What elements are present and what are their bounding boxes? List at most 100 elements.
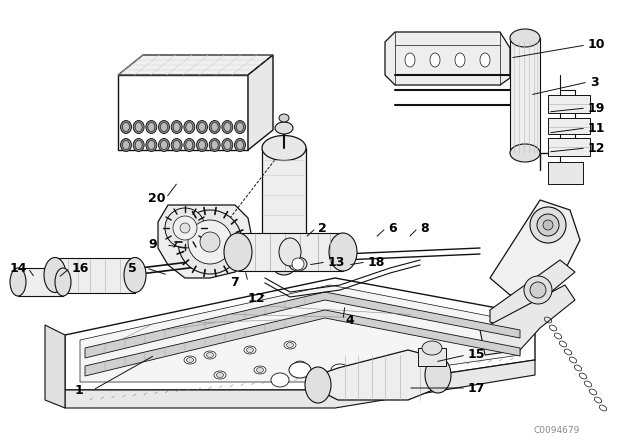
Ellipse shape (211, 122, 218, 132)
Circle shape (543, 220, 553, 230)
Text: 7: 7 (230, 276, 239, 289)
Ellipse shape (135, 141, 142, 150)
Ellipse shape (133, 121, 144, 134)
Ellipse shape (198, 122, 205, 132)
Ellipse shape (224, 122, 231, 132)
Ellipse shape (120, 138, 131, 151)
Ellipse shape (329, 233, 357, 271)
Ellipse shape (184, 138, 195, 151)
Circle shape (530, 282, 546, 298)
Ellipse shape (159, 121, 170, 134)
Text: 13: 13 (328, 255, 346, 268)
Circle shape (524, 276, 552, 304)
Ellipse shape (262, 233, 306, 258)
Ellipse shape (204, 351, 216, 359)
Bar (510, 38, 540, 153)
Bar (238, 233, 343, 271)
Ellipse shape (425, 357, 451, 393)
Ellipse shape (133, 138, 144, 151)
Ellipse shape (405, 53, 415, 67)
Ellipse shape (198, 141, 205, 150)
Text: 12: 12 (248, 292, 266, 305)
Ellipse shape (184, 356, 196, 364)
Ellipse shape (196, 121, 207, 134)
Ellipse shape (271, 373, 289, 387)
Polygon shape (85, 310, 520, 376)
Ellipse shape (161, 141, 168, 150)
Bar (418, 348, 446, 366)
Bar (548, 118, 590, 134)
Circle shape (178, 210, 242, 274)
Ellipse shape (209, 121, 220, 134)
Ellipse shape (122, 141, 129, 150)
Ellipse shape (331, 364, 349, 376)
Ellipse shape (222, 138, 233, 151)
Text: 2: 2 (318, 221, 327, 234)
Ellipse shape (186, 122, 193, 132)
Text: 4: 4 (345, 314, 354, 327)
Text: 5: 5 (128, 262, 137, 275)
Ellipse shape (287, 343, 294, 348)
Ellipse shape (196, 138, 207, 151)
Bar (548, 95, 590, 113)
Text: 20: 20 (148, 191, 166, 204)
Bar (55, 258, 135, 293)
Polygon shape (318, 350, 438, 400)
Ellipse shape (289, 257, 307, 271)
Text: 16: 16 (72, 262, 90, 275)
Ellipse shape (214, 371, 226, 379)
Ellipse shape (135, 122, 142, 132)
Ellipse shape (279, 114, 289, 122)
Text: 14: 14 (10, 262, 28, 275)
Ellipse shape (159, 138, 170, 151)
Circle shape (200, 232, 220, 252)
Ellipse shape (234, 121, 246, 134)
Polygon shape (490, 200, 580, 295)
Ellipse shape (430, 53, 440, 67)
Ellipse shape (186, 141, 193, 150)
Ellipse shape (237, 141, 243, 150)
Text: 1: 1 (75, 383, 84, 396)
Ellipse shape (224, 141, 231, 150)
Text: 9: 9 (148, 238, 157, 251)
Ellipse shape (173, 122, 180, 132)
Ellipse shape (262, 135, 306, 160)
Ellipse shape (209, 138, 220, 151)
Ellipse shape (120, 121, 131, 134)
Circle shape (188, 220, 232, 264)
Bar (548, 162, 583, 184)
Ellipse shape (510, 144, 540, 162)
Text: 6: 6 (388, 221, 397, 234)
Text: 12: 12 (588, 142, 605, 155)
Text: 19: 19 (588, 102, 605, 115)
Ellipse shape (274, 261, 294, 275)
Text: 17: 17 (468, 382, 486, 395)
Ellipse shape (55, 268, 71, 296)
Polygon shape (65, 360, 535, 408)
Ellipse shape (146, 138, 157, 151)
Ellipse shape (161, 122, 168, 132)
Ellipse shape (244, 346, 256, 354)
Ellipse shape (207, 353, 214, 358)
Bar (18, 268, 63, 296)
Text: 3: 3 (590, 76, 598, 89)
Ellipse shape (44, 258, 66, 293)
Text: 10: 10 (588, 39, 605, 52)
Ellipse shape (171, 138, 182, 151)
Ellipse shape (284, 341, 296, 349)
Text: 15: 15 (468, 349, 486, 362)
Text: 8: 8 (420, 221, 429, 234)
Polygon shape (248, 55, 273, 150)
Ellipse shape (234, 138, 246, 151)
Polygon shape (45, 325, 65, 408)
Ellipse shape (173, 141, 180, 150)
Polygon shape (490, 260, 575, 328)
Text: C0094679: C0094679 (534, 426, 580, 435)
Ellipse shape (124, 258, 146, 293)
Polygon shape (80, 285, 520, 382)
Ellipse shape (305, 367, 331, 403)
Polygon shape (118, 55, 273, 75)
Ellipse shape (455, 53, 465, 67)
Ellipse shape (246, 348, 253, 353)
Ellipse shape (294, 361, 306, 369)
